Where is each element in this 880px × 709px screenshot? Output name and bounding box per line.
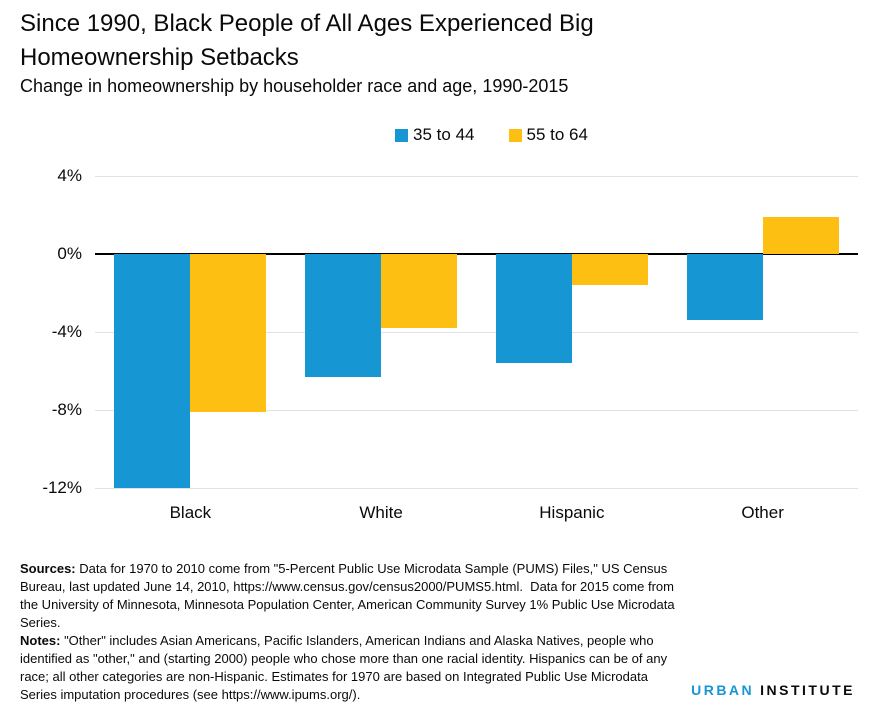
legend-item-55-to-64: 55 to 64	[508, 125, 588, 145]
legend-label: 35 to 44	[413, 125, 475, 144]
notes-label: Notes:	[20, 633, 61, 648]
bar-other-35-to-44	[686, 254, 763, 321]
legend-swatch-icon	[395, 128, 409, 142]
gridline	[95, 409, 858, 411]
x-axis-label-hispanic: Hispanic	[539, 503, 605, 522]
notes-note: Notes: "Other" includes Asian Americans,…	[20, 632, 686, 704]
y-axis-tick-label: -8%	[51, 400, 82, 419]
notes-text: "Other" includes Asian Americans, Pacifi…	[20, 633, 671, 702]
x-axis-label-white: White	[359, 503, 403, 522]
bar-white-55-to-64	[381, 254, 458, 329]
y-axis-tick-label: -4%	[51, 322, 82, 341]
chart-title: Since 1990, Black People of All Ages Exp…	[20, 10, 594, 71]
bar-hispanic-35-to-44	[495, 254, 572, 364]
legend-swatch-icon	[508, 128, 522, 142]
zero-axis-line	[95, 253, 858, 255]
x-axis-label-black: Black	[169, 503, 212, 522]
y-axis-tick-label: 4%	[57, 166, 82, 185]
bar-black-35-to-44	[114, 254, 191, 488]
sources-text: Data for 1970 to 2010 come from "5-Perce…	[20, 561, 679, 630]
legend-label: 55 to 64	[526, 125, 588, 144]
y-axis-tick-label: 0%	[57, 244, 82, 263]
sources-label: Sources:	[20, 561, 76, 576]
bar-hispanic-55-to-64	[571, 254, 648, 286]
chart-subtitle: Change in homeownership by householder r…	[20, 76, 569, 96]
urban-institute-logo: URBAN INSTITUTE	[691, 682, 855, 698]
y-axis-tick-label: -12%	[42, 478, 82, 497]
chart-footnotes: Sources: Data for 1970 to 2010 come from…	[20, 560, 686, 704]
gridline	[95, 331, 858, 333]
gridline	[95, 487, 858, 489]
bar-other-55-to-64	[762, 216, 839, 254]
gridline	[95, 175, 858, 177]
logo-institute-text: INSTITUTE	[760, 682, 855, 698]
legend-item-35-to-44: 35 to 44	[395, 125, 475, 145]
bar-chart: 4% 0% -4% -8% -12% Black White Hispanic Other	[0, 166, 880, 526]
logo-urban-text: URBAN	[691, 682, 755, 698]
chart-legend: 35 to 44 55 to 64	[110, 124, 873, 146]
x-axis-label-other: Other	[741, 503, 784, 522]
bar-black-55-to-64	[190, 254, 267, 412]
sources-note: Sources: Data for 1970 to 2010 come from…	[20, 560, 686, 632]
bar-white-35-to-44	[305, 254, 382, 377]
